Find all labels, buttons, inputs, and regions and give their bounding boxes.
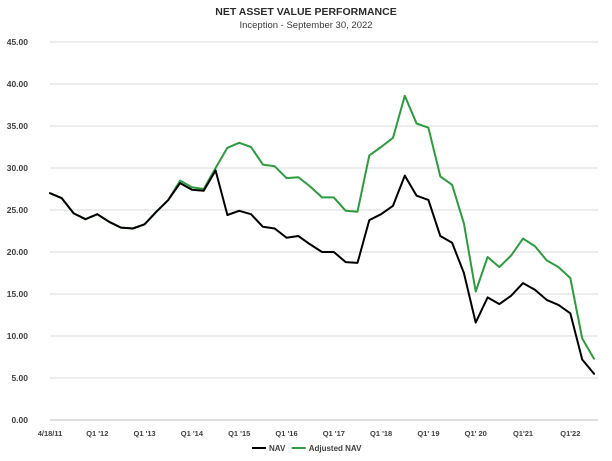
y-tick-label: 40.00 xyxy=(7,79,29,89)
x-tick-label: Q1 '12 xyxy=(86,429,108,438)
y-tick-label: 15.00 xyxy=(7,289,29,299)
y-tick-label: 35.00 xyxy=(7,121,29,131)
y-tick-label: 25.00 xyxy=(7,205,29,215)
x-tick-label: Q1 '15 xyxy=(228,429,250,438)
x-tick-label: Q1' 20 xyxy=(465,429,487,438)
x-tick-label: Q1' 19 xyxy=(417,429,439,438)
y-tick-label: 20.00 xyxy=(7,247,29,257)
x-tick-label: Q1 '18 xyxy=(370,429,392,438)
series-line-nav xyxy=(49,169,595,375)
y-tick-label: 30.00 xyxy=(7,163,29,173)
legend-label: Adjusted NAV xyxy=(309,444,362,453)
x-tick-label: Q1 '17 xyxy=(323,429,345,438)
legend: NAV Adjusted NAV xyxy=(252,444,362,453)
x-tick-label: Q1'21 xyxy=(513,429,533,438)
y-tick-label: 10.00 xyxy=(7,331,29,341)
y-tick-label: 5.00 xyxy=(11,373,28,383)
gridlines xyxy=(50,41,598,421)
y-tick-label: 45.00 xyxy=(7,37,29,47)
y-axis: 0.00 5.00 10.00 15.00 20.00 25.00 30.00 35.00 40… xyxy=(7,37,29,425)
x-tick-label: 4/18/11 xyxy=(38,429,63,438)
x-tick-label: Q1'22 xyxy=(560,429,580,438)
y-tick-label: 0.00 xyxy=(11,415,28,425)
series-lines xyxy=(49,94,595,375)
x-tick-label: Q1 '13 xyxy=(133,429,155,438)
x-tick-label: Q1 '14 xyxy=(181,429,204,438)
chart-title: NET ASSET VALUE PERFORMANCE xyxy=(215,6,397,18)
x-tick-label: Q1 '16 xyxy=(275,429,297,438)
series-line-adjusted-nav xyxy=(49,94,595,360)
x-axis: 4/18/11 Q1 '12 Q1 '13 Q1 '14 Q1 '15 Q1 '16 Q1 … xyxy=(38,429,581,438)
chart-subtitle: Inception - September 30, 2022 xyxy=(239,20,373,31)
legend-label: NAV xyxy=(269,444,286,453)
